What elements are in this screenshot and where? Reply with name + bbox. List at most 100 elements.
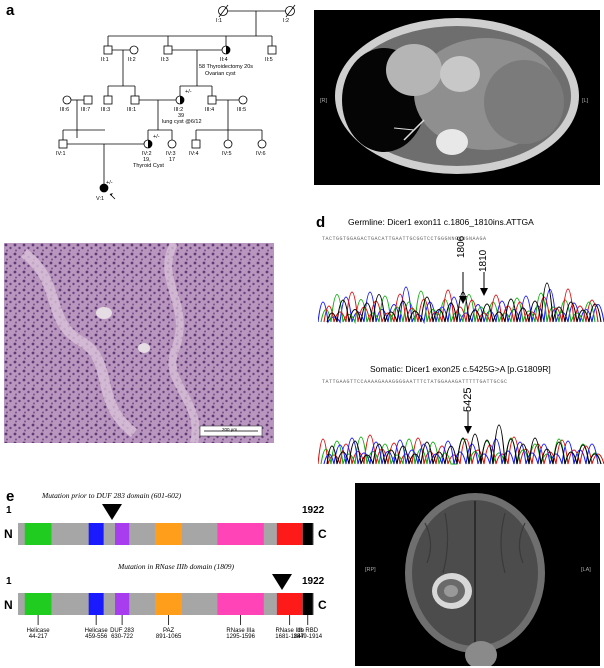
pedigree-label-III5: III:5: [237, 107, 247, 113]
domain-label: PAZ 891-1065: [147, 628, 191, 640]
mri-la-marker: [LA]: [581, 567, 591, 573]
proband-arrow-icon: [110, 193, 113, 196]
protein2-end: 1922: [302, 576, 325, 587]
domain-name: Helicase: [84, 628, 108, 634]
pedigree-label-III6: III:6: [60, 107, 70, 113]
protein1-n-term: N: [4, 527, 13, 541]
pedigree-carrier-V1: +/-: [106, 180, 113, 186]
protein-diagram-somatic: [18, 593, 314, 615]
protein1-start: 1: [6, 505, 12, 516]
pedigree-label-II3: II:3: [161, 57, 169, 63]
pedigree-label-II5: II:5: [265, 57, 273, 63]
somatic-title: Somatic: Dicer1 exon25 c.5425G>A [p.G180…: [370, 364, 551, 374]
pedigree-note-IV2-age: 19,: [143, 157, 151, 163]
pedigree-note-IV3-age: 17: [169, 157, 176, 163]
pedigree-III2-affected-half: [180, 96, 184, 104]
pedigree-label-II2: II:2: [128, 57, 136, 63]
domain-label: RNase IIIa 1295-1596: [219, 628, 263, 640]
panel-label-d: d: [316, 214, 326, 231]
arrow-1810-icon: [480, 288, 488, 296]
domain-label: RNase IIIb 1681-1847: [268, 628, 312, 640]
pedigree-label-III4: III:4: [205, 107, 215, 113]
protein1-end: 1922: [302, 505, 325, 516]
marker-5425: 5425: [462, 387, 474, 412]
domain-range: 1681-1847: [275, 634, 304, 640]
domain-label: ds RBD 1849-1914: [286, 628, 330, 640]
pedigree-label-V1: V:1: [96, 196, 105, 202]
domain-block-ds-rbd: [302, 523, 313, 545]
pedigree-chart: [58, 4, 296, 200]
domain-block-helicase: [88, 523, 104, 545]
domain-name: Helicase: [26, 628, 50, 634]
pedigree-note-II4-ovarian: Ovarian cyst: [205, 71, 236, 77]
somatic-chromatogram: [318, 410, 604, 465]
ct-right-marker: [R]: [320, 98, 328, 104]
mri-rp-marker: [RP]: [365, 567, 376, 573]
domain-name: RNase IIIb: [275, 628, 304, 634]
mutation-triangle-rnase-iiib-icon: [272, 574, 292, 590]
pedigree-carrier-IV2: +/-: [153, 134, 160, 140]
mri-image: [RP] [LA]: [355, 483, 600, 666]
mutation-rnase-iiib-title: Mutation in RNase IIIb domain (1809): [118, 562, 235, 571]
domain-block-duf-283: [115, 523, 130, 545]
histology-image: 200 µm: [4, 243, 274, 443]
domain-block-paz: [155, 593, 183, 615]
domain-label: Helicase 44-217: [16, 628, 60, 640]
pedigree-label-III2: III:2: [174, 107, 184, 113]
pedigree-label-II1: II:1: [101, 57, 109, 63]
mutation-prior-duf283-title: Mutation prior to DUF 283 domain (601-60…: [42, 491, 182, 500]
domain-labels: Helicase 44-217 Helicase 459-556 DUF 283 630-…: [16, 628, 323, 658]
arrow-1806-icon: [459, 296, 467, 304]
pedigree-label-III7: III:7: [81, 107, 91, 113]
domain-range: 630-722: [111, 634, 134, 640]
ct-scan-image: [R] [L]: [314, 10, 600, 185]
panel-label-a: a: [6, 2, 15, 19]
domain-block-duf-283: [115, 593, 130, 615]
domain-block-rnase-iiia: [217, 593, 264, 615]
domain-block-helicase: [88, 593, 104, 615]
domain-range: 44-217: [28, 634, 48, 640]
arrow-5425-icon: [464, 426, 472, 434]
pedigree-note-III2-age: 39: [178, 113, 185, 119]
germline-title: Germline: Dicer1 exon11 c.1806_1810ins.A…: [348, 217, 534, 227]
domain-block-helicase: [24, 593, 52, 615]
somatic-bases: TATTGAAGTTCCAAAAGAAAGGGGAATTTCTATGGAAAGA…: [322, 379, 508, 385]
domain-range: 891-1065: [155, 634, 182, 640]
germline-bases: TACTGGTGGAGACTGACATTGAATTGCGGTCCTGGGNNGN…: [322, 236, 487, 242]
protein1-c-term: C: [318, 527, 327, 541]
domain-name: DUF 283: [110, 628, 135, 634]
pedigree-label-III1: III:1: [127, 107, 137, 113]
pedigree-II4-affected-half: [226, 46, 230, 54]
panel-label-e: e: [6, 488, 15, 505]
pedigree-label-III3: III:3: [101, 107, 111, 113]
protein2-n-term: N: [4, 598, 13, 612]
domain-name: ds RBD: [297, 628, 319, 634]
protein2-start: 1: [6, 576, 12, 587]
histology-scalebar-label: 200 µm: [222, 427, 238, 432]
domain-range: 1849-1914: [293, 634, 323, 640]
protein-diagram-germline: [18, 523, 314, 545]
domain-block-rnase-iiia: [217, 523, 264, 545]
pedigree-label-IV6: IV:6: [256, 151, 266, 157]
mutation-triangle-duf283-icon: [102, 504, 122, 520]
domain-label: Helicase 459-556: [74, 628, 118, 640]
marker-1806: 1806: [456, 235, 467, 258]
domain-label: DUF 283 630-722: [100, 628, 144, 640]
pedigree-label-IV5: IV:5: [222, 151, 232, 157]
domain-block-paz: [155, 523, 183, 545]
ct-left-marker: [L]: [582, 98, 589, 104]
pedigree-note-IV2-thyroid: Thyroid Cyst: [133, 163, 164, 169]
pedigree-label-II4: II:4: [220, 57, 228, 63]
pedigree-note-II4-thyroidectomy: 58 Thyroidectomy 20s: [199, 64, 254, 70]
domain-name: PAZ: [162, 628, 175, 634]
domain-block-helicase: [24, 523, 52, 545]
protein2-c-term: C: [318, 598, 327, 612]
pedigree-label-IV4: IV:4: [189, 151, 199, 157]
pedigree-label-IV2: IV:2: [142, 151, 152, 157]
germline-chromatogram: [318, 272, 604, 325]
pedigree-label-IV3: IV:3: [166, 151, 176, 157]
pedigree-label-I2: I:2: [283, 18, 290, 24]
pedigree-carrier-III2: +/-: [185, 89, 192, 95]
marker-1810: 1810: [478, 249, 489, 272]
pedigree-note-III2-lung: lung cyst @6/12: [162, 119, 202, 125]
